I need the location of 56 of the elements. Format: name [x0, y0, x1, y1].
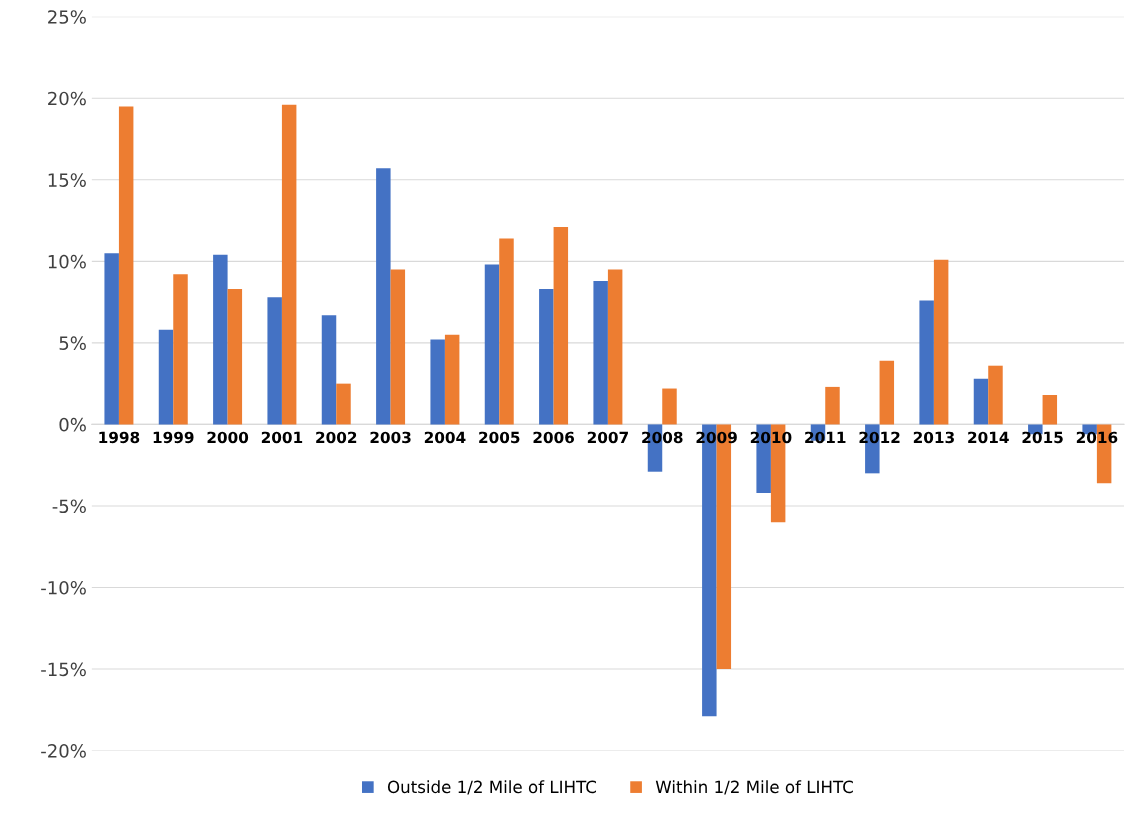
- x-tick-label: 2000: [207, 431, 249, 444]
- bar: [444, 334, 460, 425]
- x-tick-label: 2009: [696, 431, 737, 444]
- x-tick-label: 1998: [99, 431, 140, 444]
- bar: [499, 238, 514, 425]
- bar: [173, 274, 188, 425]
- bar: [281, 104, 297, 425]
- x-tick-label: 2013: [913, 431, 954, 444]
- bar: [390, 269, 406, 425]
- bar: [213, 254, 228, 425]
- x-tick-label: 2002: [316, 431, 357, 444]
- x-tick-label: 2014: [968, 431, 1009, 444]
- y-tick-label: -10%: [41, 580, 86, 595]
- legend-label: Outside 1/2 Mile of LIHTC: [387, 780, 597, 795]
- bar: [321, 315, 337, 425]
- bar: [919, 300, 934, 425]
- x-tick-label: 2011: [805, 431, 846, 444]
- bar: [662, 388, 677, 425]
- bar: [227, 289, 243, 425]
- bar: [430, 339, 445, 425]
- x-tick-label: 2015: [1022, 431, 1063, 444]
- bar: [825, 386, 840, 425]
- bar: [376, 168, 391, 425]
- legend-label: Within 1/2 Mile of LIHTC: [655, 780, 853, 795]
- bar: [484, 264, 500, 425]
- x-tick-label: 2004: [424, 431, 466, 444]
- bar: [539, 289, 554, 425]
- x-tick-label: 2006: [533, 431, 575, 444]
- y-tick-label: -20%: [41, 744, 86, 758]
- bar: [104, 253, 119, 425]
- y-tick-label: 20%: [48, 91, 86, 106]
- x-tick-label: 1999: [153, 431, 194, 444]
- bar: [973, 378, 989, 425]
- x-tick-label: 2007: [587, 431, 628, 444]
- y-tick-label: 5%: [59, 336, 86, 350]
- bar: [879, 360, 895, 425]
- bar: [607, 269, 623, 425]
- bar: [336, 383, 351, 425]
- bar: [553, 227, 569, 425]
- y-tick-label: 25%: [48, 10, 86, 24]
- y-tick-label: -5%: [52, 499, 86, 514]
- bar: [1042, 395, 1058, 425]
- y-tick-label: 15%: [48, 173, 86, 187]
- x-tick-label: 2001: [261, 431, 303, 444]
- bar: [118, 106, 134, 425]
- x-tick-label: 2003: [370, 431, 411, 444]
- bar: [158, 329, 174, 425]
- x-tick-label: 2005: [479, 431, 520, 444]
- bar: [988, 365, 1003, 425]
- y-tick-label: 0%: [59, 417, 86, 432]
- y-tick-label: -15%: [41, 662, 86, 677]
- bar: [933, 259, 949, 425]
- x-tick-label: 2010: [750, 431, 792, 444]
- bar: [267, 297, 282, 425]
- bar: [593, 280, 608, 425]
- y-tick-label: 10%: [48, 254, 86, 269]
